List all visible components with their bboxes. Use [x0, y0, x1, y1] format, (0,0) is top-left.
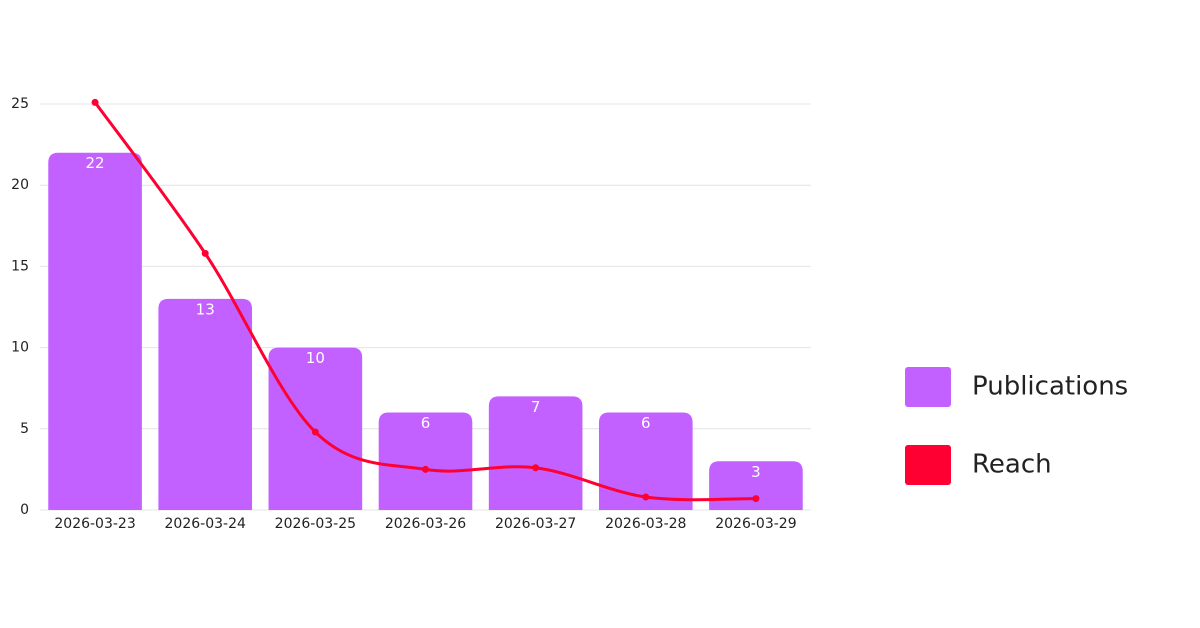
point: [311, 428, 319, 436]
bar: [488, 396, 583, 510]
bar: [598, 412, 693, 510]
legend-swatch: [905, 367, 951, 407]
y-tick-label: 10: [11, 340, 29, 356]
x-tick-label: 2026-03-24: [165, 516, 246, 532]
point: [422, 465, 429, 473]
point: [91, 98, 99, 106]
y-tick-label: 15: [11, 258, 29, 274]
value-label: 22: [86, 154, 105, 172]
value-label: 6: [641, 414, 651, 432]
point: [532, 464, 540, 472]
point: [752, 495, 760, 503]
y-tick-label: 5: [20, 421, 29, 437]
legend-label: Reach: [972, 450, 1052, 480]
x-tick-label: 2026-03-26: [385, 516, 466, 532]
x-tick-label: 2026-03-25: [275, 516, 356, 532]
x-tick-label: 2026-03-29: [715, 516, 796, 532]
legend-swatch: [905, 445, 951, 485]
x-tick-label: 2026-03-23: [54, 516, 135, 532]
value-label: 7: [531, 398, 541, 416]
y-tick-label: 25: [11, 96, 29, 112]
bar: [378, 412, 473, 510]
value-label: 13: [196, 300, 215, 318]
legend-label: Publications: [972, 372, 1128, 402]
value-label: 10: [306, 349, 325, 367]
point: [642, 493, 650, 501]
x-tick-label: 2026-03-28: [605, 516, 686, 532]
x-tick-label: 2026-03-27: [495, 516, 576, 532]
value-label: 6: [421, 414, 431, 432]
y-tick-label: 20: [11, 177, 29, 193]
bar: [48, 152, 142, 510]
value-label: 3: [751, 463, 761, 481]
y-tick-label: 0: [20, 502, 29, 518]
point: [201, 249, 209, 257]
bar: [158, 298, 253, 510]
